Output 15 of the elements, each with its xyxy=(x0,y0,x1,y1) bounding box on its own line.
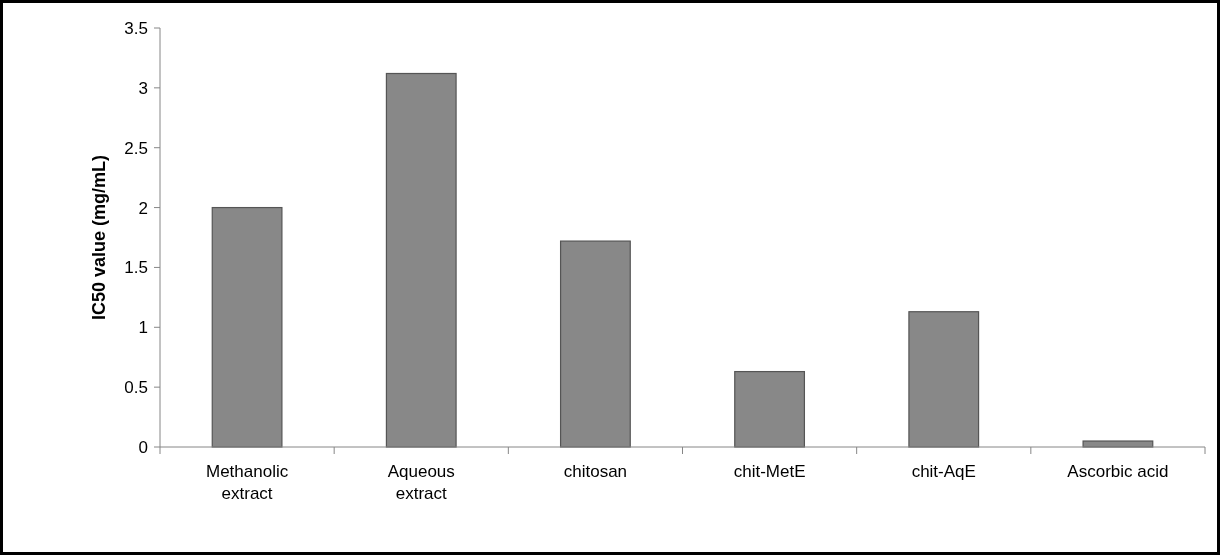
y-tick-label: 2.5 xyxy=(124,138,148,158)
y-tick-label: 3.5 xyxy=(124,18,148,38)
x-tick-label: chit-AqE xyxy=(911,462,976,481)
x-tick-label: Methanolic extract xyxy=(205,462,289,503)
x-tick-label: Aqueous extract xyxy=(387,462,455,503)
y-tick-label: 1.5 xyxy=(124,258,148,278)
y-tick-label: 2 xyxy=(138,198,148,218)
y-tick-label: 0 xyxy=(138,437,148,457)
y-tick-label: 3 xyxy=(138,78,148,98)
y-tick-label: 1 xyxy=(138,318,148,338)
x-tick-label: Ascorbic acid xyxy=(1067,462,1169,481)
y-axis-title: IC50 value (mg/mL) xyxy=(89,154,109,321)
x-tick-label: chitosan xyxy=(563,462,628,481)
x-tick-label: chit-MetE xyxy=(733,462,806,481)
y-tick-label: 0.5 xyxy=(124,378,148,398)
